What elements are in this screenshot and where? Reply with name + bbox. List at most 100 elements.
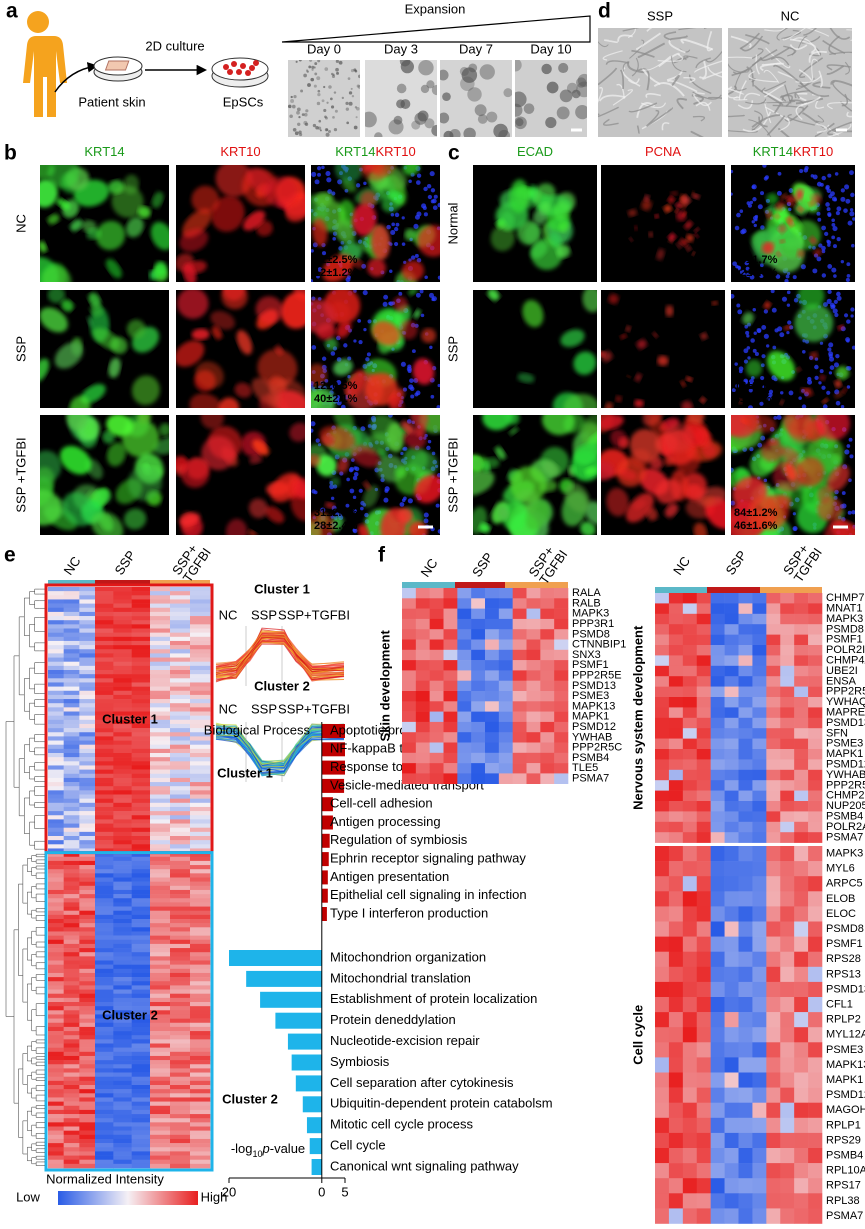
heatmap-cell bbox=[79, 827, 96, 833]
heatmap-cell bbox=[150, 827, 171, 833]
heatmap-cell bbox=[63, 753, 80, 758]
heatmap-cell bbox=[170, 769, 191, 775]
heatmap-cell bbox=[738, 707, 753, 719]
heatmap-cell bbox=[540, 598, 555, 609]
heatmap-cell bbox=[696, 634, 711, 646]
speck bbox=[312, 123, 317, 128]
speck bbox=[295, 60, 298, 63]
heatmap-cell bbox=[95, 1109, 114, 1115]
heatmap-cell bbox=[113, 686, 132, 692]
heatmap-cell bbox=[79, 1122, 96, 1127]
nucleus bbox=[410, 386, 415, 391]
speck bbox=[393, 115, 403, 125]
heatmap-cell bbox=[95, 786, 114, 791]
heatmap-cell bbox=[63, 972, 80, 978]
heatmap-cell bbox=[170, 989, 191, 994]
heatmap-cell bbox=[668, 1027, 684, 1043]
cells-label: EpSCs bbox=[223, 94, 264, 109]
nucleus bbox=[330, 514, 335, 519]
heatmap-cell bbox=[63, 1089, 80, 1094]
heatmap-cell bbox=[79, 1060, 96, 1065]
cell bbox=[490, 224, 515, 252]
heatmap-cell bbox=[95, 827, 114, 833]
heatmap-cell bbox=[766, 997, 781, 1013]
micrograph bbox=[473, 165, 597, 282]
heatmap-cell bbox=[150, 786, 171, 791]
heatmap-cell bbox=[190, 952, 211, 957]
heatmap-cell bbox=[190, 981, 211, 986]
fiber bbox=[728, 114, 745, 118]
heatmap-cell bbox=[48, 815, 64, 820]
heatmap-cell bbox=[79, 599, 96, 604]
fiber bbox=[814, 122, 835, 137]
heatmap-cell bbox=[738, 1193, 753, 1209]
heatmap-cell bbox=[79, 703, 96, 708]
heatmap-cell bbox=[402, 598, 417, 609]
heatmap-cell bbox=[170, 1114, 191, 1119]
heatmap-cell bbox=[682, 738, 698, 750]
nucleus bbox=[416, 180, 421, 185]
heatmap-cell bbox=[710, 1117, 725, 1134]
nucleus bbox=[400, 451, 404, 456]
speck bbox=[307, 83, 311, 87]
heatmap-cell bbox=[808, 1132, 823, 1149]
nucleus bbox=[738, 369, 743, 374]
heatmap-cell bbox=[95, 686, 114, 692]
heatmap-cell bbox=[113, 848, 132, 853]
gene-label: RPS13 bbox=[826, 968, 861, 980]
heatmap-cell bbox=[429, 691, 444, 702]
heatmap-cell bbox=[131, 860, 151, 866]
heatmap-cell bbox=[190, 977, 211, 982]
cell bbox=[371, 320, 401, 346]
heatmap-cell bbox=[150, 927, 171, 932]
heatmap-cell bbox=[95, 1026, 114, 1032]
heatmap-cell bbox=[48, 1002, 64, 1007]
heatmap-cell bbox=[402, 588, 417, 599]
nucleus bbox=[330, 351, 336, 356]
cell bbox=[668, 233, 676, 241]
heatmap-cell bbox=[150, 1022, 171, 1028]
nucleus bbox=[821, 273, 827, 278]
heatmap-cell bbox=[415, 701, 430, 712]
nucleus bbox=[832, 308, 838, 314]
cell bbox=[191, 328, 210, 341]
heatmap-cell bbox=[471, 660, 486, 671]
heatmap-cell bbox=[131, 628, 151, 633]
image-background bbox=[598, 28, 722, 137]
heatmap-cell bbox=[780, 1193, 795, 1209]
speck bbox=[440, 69, 449, 81]
cell bbox=[248, 498, 268, 519]
heatmap-cell bbox=[710, 738, 725, 750]
nucleus bbox=[834, 312, 839, 318]
heatmap-cell bbox=[95, 653, 114, 658]
heatmap-cell bbox=[190, 744, 211, 750]
heatmap-cell bbox=[512, 721, 527, 733]
cell bbox=[179, 512, 201, 526]
heatmap-cell bbox=[48, 985, 64, 990]
heatmap-cell bbox=[113, 906, 132, 911]
fiber bbox=[642, 55, 671, 71]
heatmap-cell bbox=[190, 653, 211, 658]
heatmap-cell bbox=[485, 598, 500, 609]
fiber bbox=[603, 39, 618, 44]
heatmap-cell bbox=[131, 1014, 151, 1019]
heatmap-cell bbox=[682, 1178, 698, 1194]
heatmap-cell bbox=[766, 951, 781, 968]
heatmap-cell bbox=[131, 1031, 151, 1036]
heatmap-cell bbox=[150, 1114, 171, 1119]
nucleus bbox=[743, 348, 749, 354]
heatmap-cell bbox=[170, 628, 191, 633]
heatmap-cell bbox=[113, 1006, 132, 1011]
nucleus bbox=[732, 261, 737, 267]
heatmap-cell bbox=[512, 598, 527, 609]
heatmap-cell bbox=[131, 848, 151, 853]
heatmap-cell bbox=[170, 1006, 191, 1011]
heatmap-cell bbox=[190, 1134, 211, 1140]
heatmap-cell bbox=[429, 598, 444, 609]
heatmap-cell bbox=[131, 753, 151, 758]
group-label: NC bbox=[670, 554, 693, 578]
gene-label: SNX3 bbox=[572, 649, 601, 661]
heatmap-cell bbox=[95, 1089, 114, 1094]
heatmap-cell bbox=[79, 852, 96, 858]
nucleus bbox=[383, 294, 389, 300]
